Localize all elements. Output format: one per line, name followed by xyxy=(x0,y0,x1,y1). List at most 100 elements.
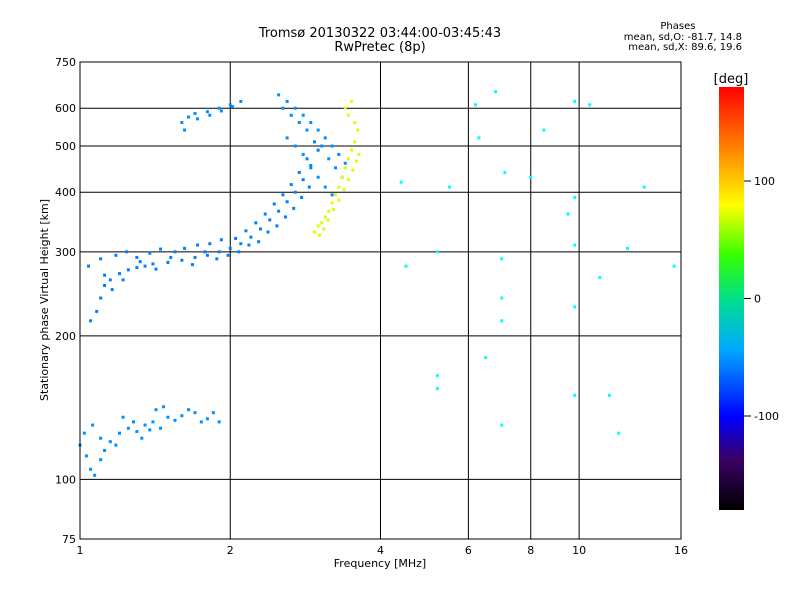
data-point xyxy=(316,128,320,132)
x-tick-label: 10 xyxy=(572,544,586,557)
data-point xyxy=(285,99,289,103)
data-point xyxy=(226,253,230,257)
data-point xyxy=(126,426,130,430)
x-tick-label: 2 xyxy=(227,544,234,557)
data-point xyxy=(208,242,212,246)
data-point xyxy=(435,387,439,391)
y-axis-ticks: 75 100 200 300 400 500 600 750 xyxy=(55,56,76,546)
data-point xyxy=(357,152,361,156)
data-point xyxy=(239,99,243,103)
data-point xyxy=(228,246,232,250)
data-point xyxy=(316,224,320,228)
data-point xyxy=(103,283,107,287)
data-point xyxy=(337,185,341,189)
data-point xyxy=(190,263,194,267)
data-point xyxy=(108,278,112,282)
data-point xyxy=(322,227,326,231)
data-point xyxy=(162,405,166,409)
data-point xyxy=(343,166,347,170)
data-point xyxy=(281,106,285,110)
data-point xyxy=(135,255,139,259)
data-point xyxy=(82,431,86,435)
data-point xyxy=(103,448,107,452)
data-point xyxy=(285,200,289,204)
data-point xyxy=(312,230,316,234)
data-point xyxy=(193,111,197,115)
data-point xyxy=(330,201,334,205)
y-tick-label: 500 xyxy=(55,140,76,153)
data-point xyxy=(215,257,219,261)
data-point xyxy=(573,305,577,309)
data-point xyxy=(529,175,533,179)
data-point xyxy=(342,188,346,192)
data-point xyxy=(500,423,504,427)
data-point xyxy=(89,467,93,471)
data-point xyxy=(281,193,285,197)
data-point xyxy=(239,242,243,246)
data-point xyxy=(126,268,130,272)
data-point xyxy=(340,175,344,179)
data-point xyxy=(249,235,253,239)
data-point xyxy=(318,233,322,237)
data-point xyxy=(205,253,209,257)
data-point xyxy=(301,113,305,117)
data-point xyxy=(219,109,223,113)
colorbar-tick-label: 0 xyxy=(754,293,761,306)
chart-title: Tromsø 20130322 03:44:00-03:45:43 xyxy=(258,26,502,41)
data-point xyxy=(173,250,177,254)
data-point xyxy=(289,183,293,187)
data-point xyxy=(320,221,324,225)
data-point xyxy=(169,255,173,259)
data-point xyxy=(351,168,355,172)
data-point xyxy=(309,121,313,125)
data-point xyxy=(316,175,320,179)
data-point xyxy=(217,420,221,424)
data-point xyxy=(573,393,577,397)
data-point xyxy=(346,157,350,161)
y-tick-label: 400 xyxy=(55,186,76,199)
data-point xyxy=(323,136,327,140)
x-tick-label: 4 xyxy=(377,544,384,557)
data-point xyxy=(293,144,297,148)
data-point xyxy=(305,128,309,132)
data-point xyxy=(293,190,297,194)
data-point xyxy=(573,195,577,199)
x-tick-label: 1 xyxy=(77,544,84,557)
data-point xyxy=(326,218,330,222)
data-point xyxy=(297,121,301,125)
data-point xyxy=(503,170,507,174)
data-point xyxy=(99,458,103,462)
data-point xyxy=(494,90,498,94)
x-tick-label: 8 xyxy=(527,544,534,557)
data-point xyxy=(598,276,602,280)
data-point xyxy=(327,157,331,161)
chart-subtitle: RwPretec (8p) xyxy=(334,40,426,55)
data-point xyxy=(154,408,158,412)
data-point xyxy=(99,436,103,440)
data-point xyxy=(228,103,232,107)
data-point xyxy=(237,250,241,254)
data-point xyxy=(99,257,103,261)
data-point xyxy=(399,180,403,184)
data-point xyxy=(99,296,103,300)
data-point xyxy=(353,140,357,144)
data-point xyxy=(84,454,88,458)
data-point xyxy=(151,262,155,266)
data-point xyxy=(110,288,114,292)
data-point xyxy=(350,99,354,103)
data-point xyxy=(148,428,152,432)
data-point xyxy=(301,152,305,156)
data-point xyxy=(500,296,504,300)
data-point xyxy=(254,221,258,225)
data-point xyxy=(277,93,281,97)
data-point xyxy=(333,193,337,197)
plot-frame xyxy=(79,61,682,540)
y-tick-label: 300 xyxy=(55,246,76,259)
data-point xyxy=(151,420,155,424)
data-point xyxy=(121,415,125,419)
data-point xyxy=(173,418,177,422)
data-point xyxy=(272,202,276,206)
data-point xyxy=(196,243,200,247)
data-point xyxy=(353,121,357,125)
